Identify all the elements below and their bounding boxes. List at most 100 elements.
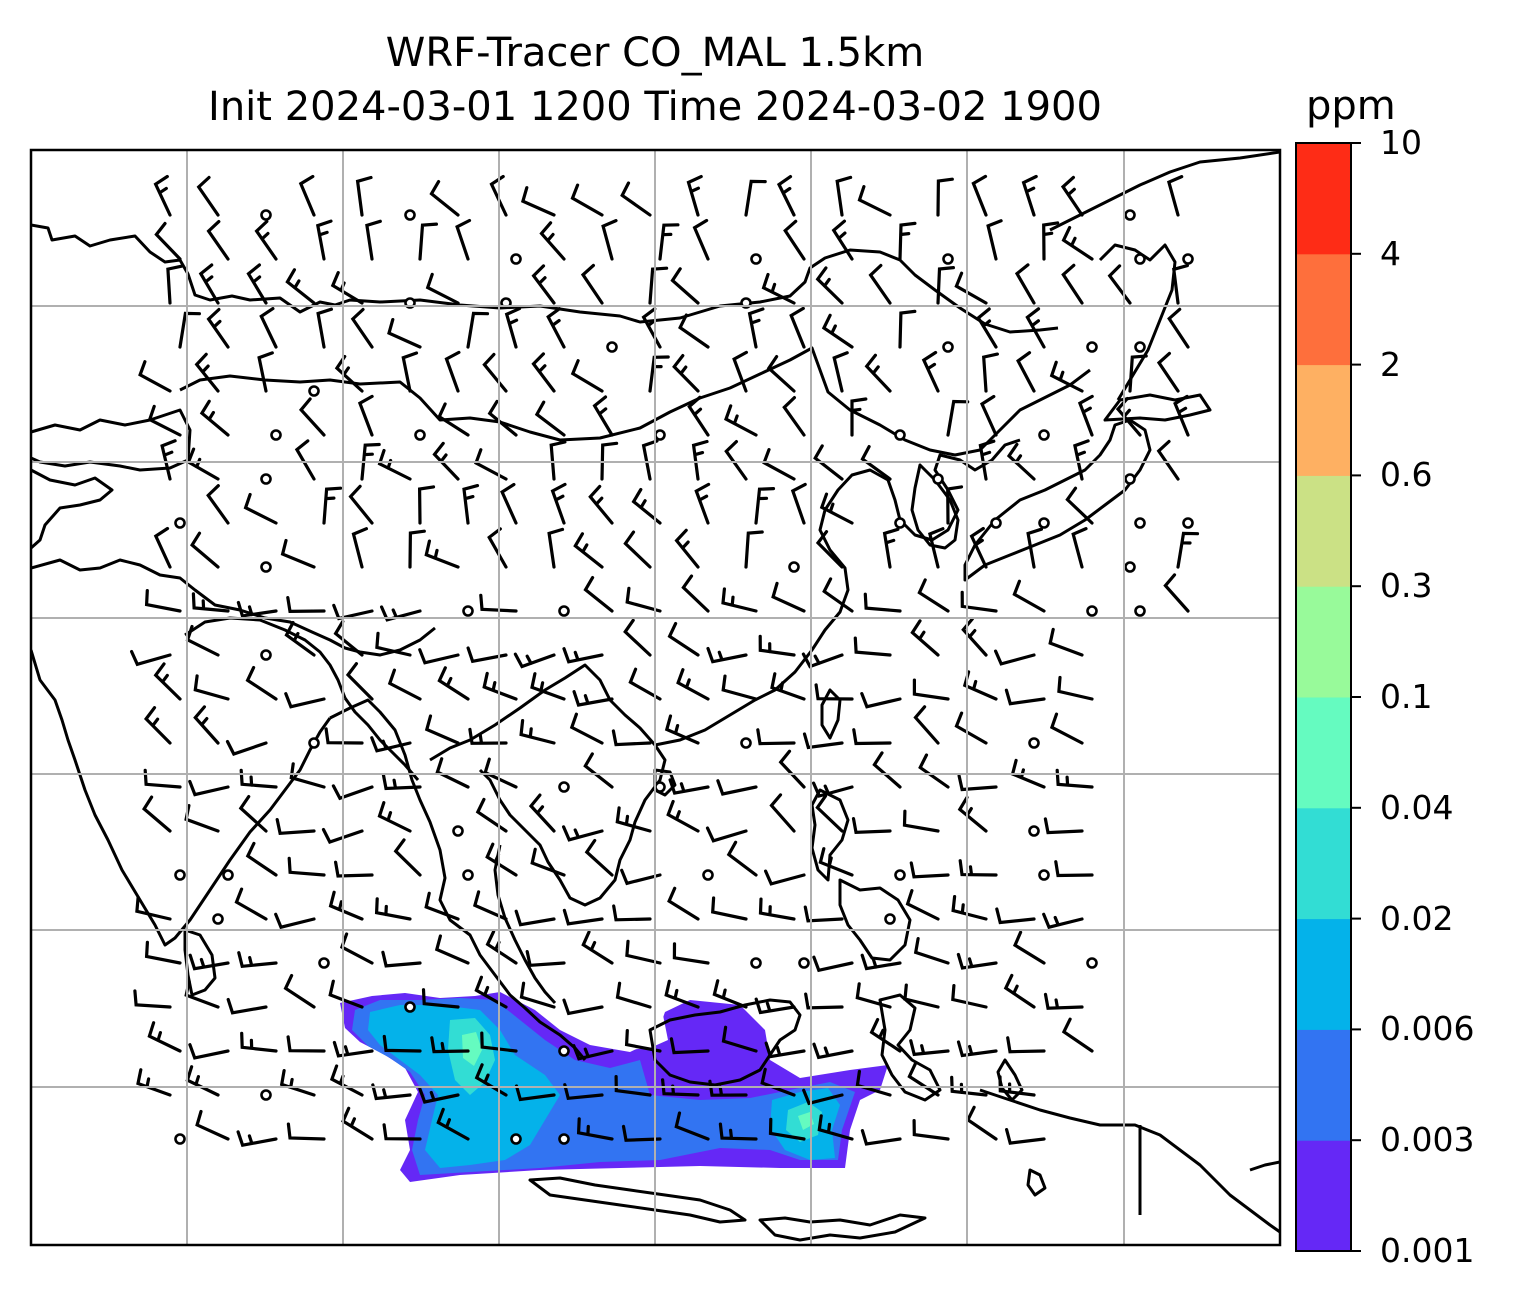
map-title-line-2: Init 2024-03-01 1200 Time 2024-03-02 190…	[208, 84, 1102, 130]
wind-barb	[812, 955, 854, 973]
wind-barb	[778, 749, 806, 789]
coastline-bay-bengal-east	[329, 698, 587, 1061]
wind-barb	[1065, 486, 1094, 525]
wind-barb	[236, 600, 278, 618]
wind-barb	[1043, 817, 1084, 835]
wind-barb	[902, 809, 940, 833]
wind-barb	[530, 847, 566, 877]
calm-marker	[702, 869, 714, 881]
wind-barb	[711, 896, 748, 921]
wind-barb	[951, 895, 988, 921]
wind-barb	[782, 396, 806, 437]
wind-barb	[898, 309, 917, 349]
wind-barb	[672, 354, 700, 393]
wind-barb	[705, 826, 748, 843]
wind-barb	[954, 711, 988, 745]
wind-barb	[345, 662, 374, 701]
wind-barb	[365, 219, 382, 261]
wind-barb	[1048, 627, 1084, 657]
wind-barb	[815, 266, 844, 305]
wind-barb	[921, 350, 940, 393]
wind-barb	[237, 951, 278, 969]
wind-barb	[631, 487, 662, 525]
calm-marker	[270, 429, 282, 441]
wind-barb	[851, 817, 892, 835]
wind-barb	[144, 940, 182, 965]
colorbar-swatch	[1296, 1140, 1351, 1252]
wind-barb	[672, 942, 710, 965]
wind-barb	[185, 624, 220, 657]
wind-barb	[957, 774, 998, 792]
calm-marker	[1182, 517, 1194, 529]
wind-barb	[238, 795, 268, 833]
wind-barb	[360, 442, 381, 481]
wind-barb	[956, 1040, 998, 1058]
wind-barb	[821, 313, 854, 349]
wind-barb	[519, 981, 556, 1009]
wind-barb	[334, 354, 364, 393]
wind-barb	[236, 1130, 278, 1148]
wind-barb	[380, 605, 422, 622]
calm-marker	[942, 253, 954, 265]
wind-barb	[474, 448, 508, 481]
wind-barb	[718, 1122, 758, 1141]
wind-barb	[475, 797, 508, 833]
colorbar-tick-label: 10	[1380, 123, 1422, 162]
wind-barb	[732, 350, 748, 393]
calm-marker	[1028, 737, 1040, 749]
wind-barb	[670, 267, 700, 305]
wind-barb	[194, 352, 220, 393]
wind-barb	[1006, 1036, 1046, 1054]
wind-barb	[531, 352, 556, 393]
wind-barb	[1060, 175, 1084, 217]
wind-barb	[468, 727, 508, 745]
wind-barb	[144, 589, 182, 613]
wind-barb	[623, 530, 652, 569]
calm-marker	[1038, 429, 1050, 441]
wind-barb	[1021, 174, 1038, 217]
wind-barb	[316, 307, 333, 349]
wind-barb	[206, 484, 230, 525]
wind-barb	[572, 690, 614, 707]
wind-barb	[716, 779, 758, 796]
plume-layer-0.04	[462, 1032, 482, 1066]
calm-marker	[750, 957, 762, 969]
wind-barb	[355, 175, 373, 217]
wind-barb	[160, 439, 177, 481]
wind-barb	[133, 989, 172, 1009]
wind-barb	[350, 307, 374, 349]
colorbar-swatch	[1296, 364, 1351, 476]
wind-barb	[190, 531, 220, 569]
wind-barb	[569, 712, 604, 745]
calm-marker	[510, 1133, 522, 1145]
wind-barb	[483, 757, 518, 789]
colorbar-tick-label: 0.04	[1380, 787, 1454, 827]
wind-barb	[771, 581, 806, 613]
wind-barb	[562, 908, 604, 926]
wind-barb	[760, 1067, 796, 1097]
coastline-northeast-asia	[1098, 243, 1177, 401]
wind-barb	[912, 678, 950, 701]
wind-barb	[188, 779, 230, 797]
wind-barb	[950, 1075, 988, 1097]
calm-marker	[558, 781, 570, 793]
wind-barb	[898, 221, 917, 261]
calm-marker	[1038, 869, 1050, 881]
calm-marker	[894, 517, 906, 529]
calm-marker	[318, 957, 330, 969]
wind-barb	[482, 352, 508, 393]
wind-barb	[648, 355, 670, 393]
calm-marker	[1124, 473, 1136, 485]
wind-barb	[1071, 527, 1088, 569]
calm-marker	[462, 605, 474, 617]
wind-barb	[1057, 675, 1094, 701]
wind-barb	[195, 1109, 230, 1141]
wind-barb	[331, 784, 374, 801]
wind-barb	[370, 736, 412, 753]
wind-barb	[954, 271, 988, 305]
wind-barb	[946, 399, 970, 437]
colorbar-tick-label: 0.1	[1380, 677, 1433, 716]
calm-marker	[932, 473, 944, 485]
wind-barb	[804, 992, 844, 1010]
